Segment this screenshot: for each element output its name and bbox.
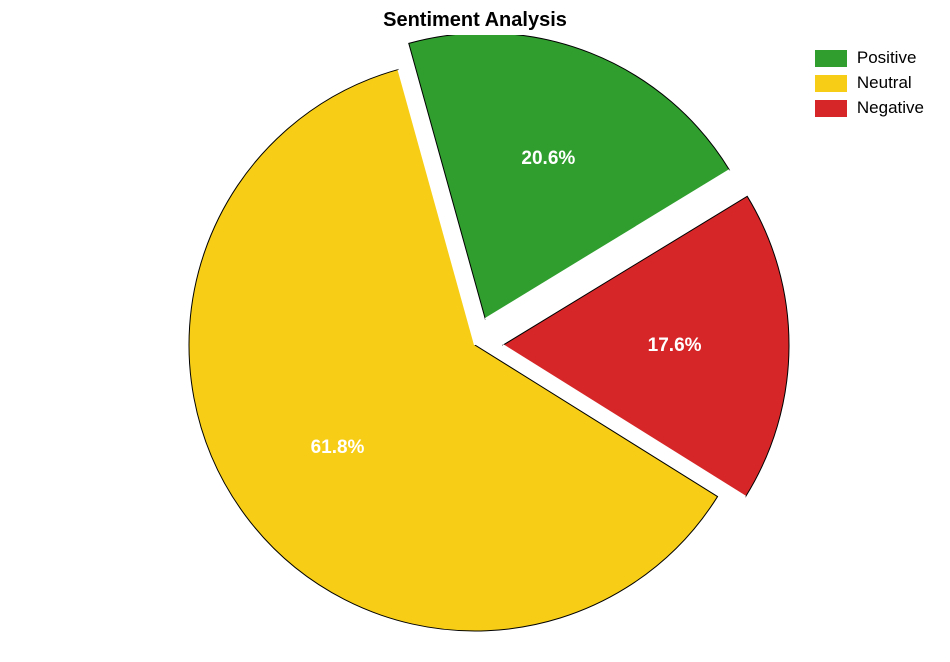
slice-label-neutral: 61.8% bbox=[311, 437, 365, 459]
chart-legend: Positive Neutral Negative bbox=[815, 48, 924, 123]
pie-chart-svg bbox=[0, 35, 950, 662]
legend-item-negative: Negative bbox=[815, 98, 924, 118]
slice-label-positive: 20.6% bbox=[521, 148, 575, 170]
legend-item-neutral: Neutral bbox=[815, 73, 924, 93]
sentiment-pie-chart: Sentiment Analysis Positive Neutral Nega… bbox=[0, 0, 950, 662]
legend-swatch-positive bbox=[815, 50, 847, 67]
legend-label-neutral: Neutral bbox=[857, 73, 912, 93]
legend-item-positive: Positive bbox=[815, 48, 924, 68]
legend-label-positive: Positive bbox=[857, 48, 917, 68]
slice-label-negative: 17.6% bbox=[648, 335, 702, 357]
legend-swatch-negative bbox=[815, 100, 847, 117]
legend-label-negative: Negative bbox=[857, 98, 924, 118]
chart-title: Sentiment Analysis bbox=[0, 9, 950, 32]
legend-swatch-neutral bbox=[815, 75, 847, 92]
